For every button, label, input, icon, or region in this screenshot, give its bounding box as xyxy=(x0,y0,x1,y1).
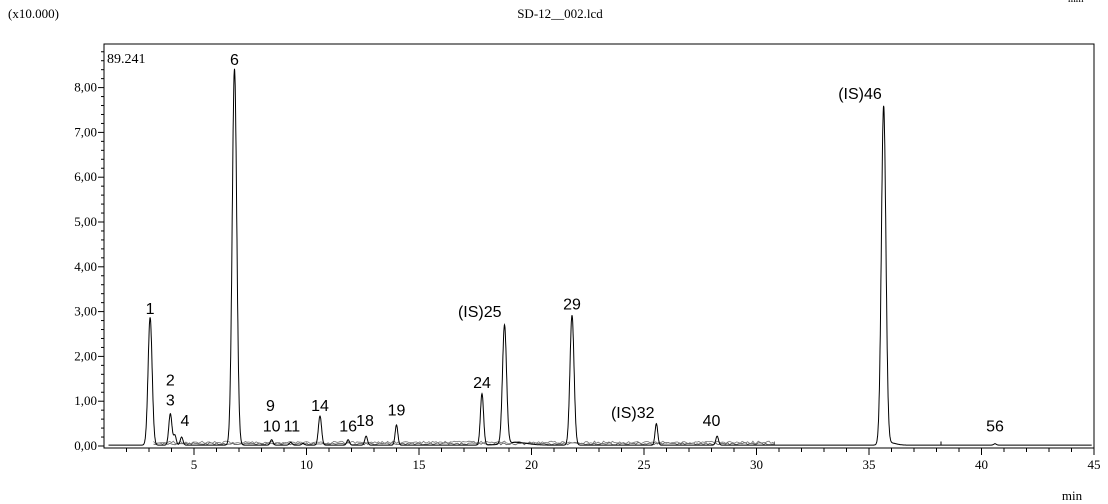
x-axis: 5 10 15 20 25 30 35 40 45 xyxy=(126,448,1101,472)
x-tick-label: 35 xyxy=(863,457,876,472)
y-axis: 0,00 1,00 2,00 3,00 4,00 5,00 6,00 7,00 8,00 xyxy=(74,51,104,453)
peak-label: 24 xyxy=(473,375,491,392)
plot-frame xyxy=(103,43,1095,449)
y-tick-label: 4,00 xyxy=(74,259,97,274)
peak-label: 19 xyxy=(388,403,406,420)
x-tick-label: 40 xyxy=(975,457,988,472)
peak-label: 1 xyxy=(146,301,155,318)
x-tick-label: 45 xyxy=(1088,457,1101,472)
y-tick-label: 5,00 xyxy=(74,214,97,229)
peak-label: 10 xyxy=(263,419,281,436)
y-tick-label: 6,00 xyxy=(74,169,97,184)
y-tick-label: 1,00 xyxy=(74,393,97,408)
peak-label: 14 xyxy=(311,398,329,415)
peak-label: 3 xyxy=(166,393,175,410)
top-right-unit-label: mm xyxy=(1068,0,1084,5)
x-tick-label: 5 xyxy=(191,457,198,472)
main-trace xyxy=(108,68,1092,446)
y-tick-label: 0,00 xyxy=(74,438,97,453)
baseline-trace-b xyxy=(153,440,775,445)
peak-label: (IS)25 xyxy=(458,304,502,321)
peak-label: 4 xyxy=(181,413,190,430)
x-tick-label: 20 xyxy=(525,457,538,472)
peak-label: 9 xyxy=(266,398,275,415)
peak-label: (IS)32 xyxy=(611,405,655,422)
x-tick-label: 30 xyxy=(750,457,763,472)
x-tick-label: 25 xyxy=(638,457,651,472)
peak-labels: 1 2 34 6 9 10 11 14 16 18 19 24 (IS)25 29 (IS)32 40 (IS)… xyxy=(146,52,1004,435)
y-tick-label: 3,00 xyxy=(74,304,97,319)
baseline-traces xyxy=(153,440,775,446)
y-tick-label: 7,00 xyxy=(74,124,97,139)
x-axis-label: min xyxy=(1062,488,1083,503)
y-tick-label: 2,00 xyxy=(74,348,97,363)
peak-label: (IS)46 xyxy=(838,86,882,103)
y-multiplier-label: (x10.000) xyxy=(8,6,59,21)
peak-label: 2 xyxy=(166,373,175,390)
y-tick-label: 8,00 xyxy=(74,80,97,95)
peak-label: 6 xyxy=(230,52,239,69)
baseline-trace-a xyxy=(153,442,775,446)
x-tick-label: 10 xyxy=(300,457,313,472)
chromatogram-trace xyxy=(108,68,1092,446)
peak-label: 40 xyxy=(703,413,721,430)
peak-label: 18 xyxy=(356,413,374,430)
chart-title: SD-12__002.lcd xyxy=(517,6,603,21)
x-tick-label: 15 xyxy=(413,457,426,472)
peak-label: 29 xyxy=(563,296,581,313)
peak-label: 56 xyxy=(986,419,1004,436)
max-value-label: 89.241 xyxy=(107,52,146,67)
peak-label: 11 xyxy=(284,419,301,436)
peak-label: 16 xyxy=(339,419,357,436)
